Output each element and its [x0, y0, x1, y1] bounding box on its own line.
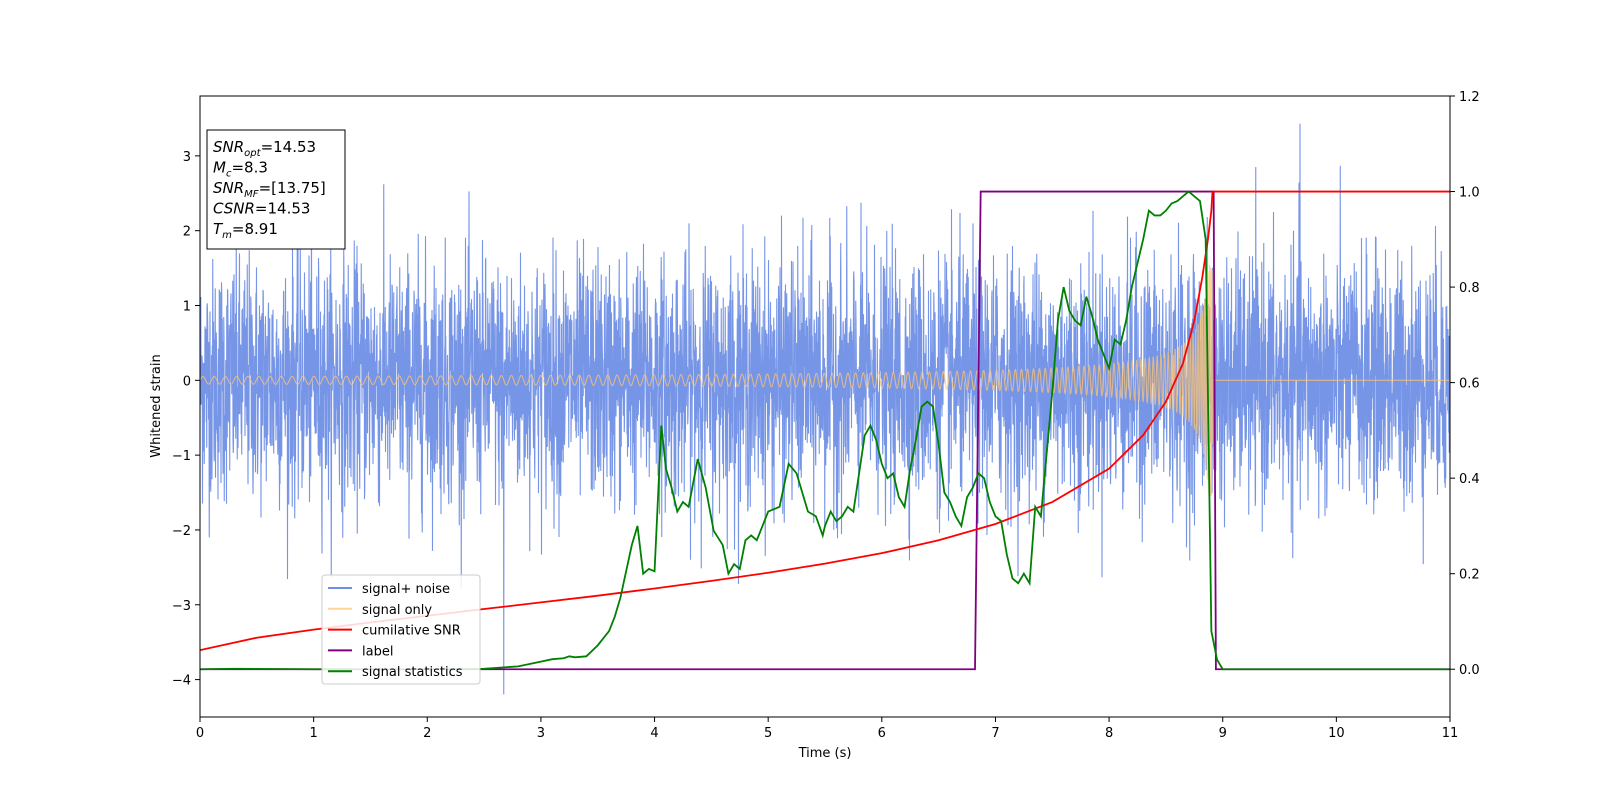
info-var: M: [213, 159, 226, 177]
y-tick-label: −2: [172, 524, 191, 539]
x-tick-label: 2: [423, 726, 431, 741]
x-tick-label: 6: [878, 726, 886, 741]
x-tick-label: 5: [764, 726, 772, 741]
y2-tick-label: 0.2: [1459, 568, 1480, 583]
info-value: =14.53: [255, 200, 311, 218]
info-value: =[13.75]: [259, 179, 326, 197]
legend-label: signal+ noise: [362, 582, 450, 597]
x-tick-label: 9: [1219, 726, 1227, 741]
x-tick-label: 0: [196, 726, 204, 741]
x-tick-label: 10: [1328, 726, 1345, 741]
legend-label: label: [362, 644, 393, 659]
series-signal-noise: [200, 123, 1450, 695]
legend-label: signal statistics: [362, 665, 463, 680]
info-sub: opt: [244, 148, 261, 159]
info-var: CSNR: [213, 200, 255, 218]
x-axis: 0 1 2 3 4 5 6 7 8 9 10 11: [196, 717, 1458, 741]
y-tick-label: 1: [183, 299, 191, 314]
series-signal-only: [200, 264, 1450, 497]
y2-tick-label: 1.0: [1459, 186, 1480, 201]
info-var: T: [213, 220, 224, 238]
info-value: =8.3: [231, 159, 267, 177]
info-line: CSNR=14.53: [213, 200, 310, 218]
info-line: SNRopt=14.53: [213, 138, 316, 159]
y-tick-label: 0: [183, 374, 191, 389]
y-tick-label: 2: [183, 225, 191, 240]
info-var: SNR: [213, 138, 244, 156]
info-sub: m: [222, 230, 232, 241]
x-tick-label: 11: [1442, 726, 1459, 741]
x-tick-label: 7: [991, 726, 999, 741]
info-value: =8.91: [232, 220, 278, 238]
y-tick-label: 3: [183, 150, 191, 165]
legend-items: signal+ noise signal only cumilative SNR la…: [328, 582, 463, 680]
y2-tick-label: 0.4: [1459, 472, 1480, 487]
info-box-frame: [206, 129, 346, 250]
y-axis-left: −4 −3 −2 −1 0 1 2 3: [172, 150, 200, 689]
y2-tick-label: 0.0: [1459, 663, 1480, 678]
info-lines: SNRopt=14.53Mc=8.3SNRMF=[13.75]CSNR=14.5…: [213, 138, 326, 241]
info-var: SNR: [213, 179, 244, 197]
x-tick-label: 1: [309, 726, 317, 741]
x-tick-label: 8: [1105, 726, 1113, 741]
info-line: SNRMF=[13.75]: [213, 179, 326, 200]
x-tick-label: 4: [650, 726, 658, 741]
legend-frame: [321, 574, 481, 685]
plot-frame: [199, 95, 1451, 718]
info-box: SNRopt=14.53Mc=8.3SNRMF=[13.75]CSNR=14.5…: [206, 129, 346, 250]
x-axis-label: Time (s): [798, 746, 852, 761]
y-axis-label: Whitened strain: [149, 354, 164, 457]
info-sub: c: [226, 169, 232, 180]
y-axis-right: 0.0 0.2 0.4 0.6 0.8 1.0 1.2: [1450, 90, 1480, 678]
info-sub: MF: [244, 189, 259, 200]
legend: signal+ noise signal only cumilative SNR la…: [321, 574, 481, 685]
y2-tick-label: 0.6: [1459, 377, 1480, 392]
x-tick-label: 3: [537, 726, 545, 741]
info-line: Mc=8.3: [213, 159, 268, 180]
series-signal-statistics: [200, 190, 1450, 671]
y-tick-label: −3: [172, 599, 191, 614]
y-tick-label: −1: [172, 449, 191, 464]
info-line: Tm=8.91: [213, 220, 278, 241]
legend-label: cumilative SNR: [362, 624, 461, 639]
y2-tick-label: 1.2: [1459, 90, 1480, 105]
y-tick-label: −4: [172, 674, 191, 689]
legend-label: signal only: [362, 603, 432, 618]
info-value: =14.53: [261, 138, 317, 156]
y2-tick-label: 0.8: [1459, 281, 1480, 296]
